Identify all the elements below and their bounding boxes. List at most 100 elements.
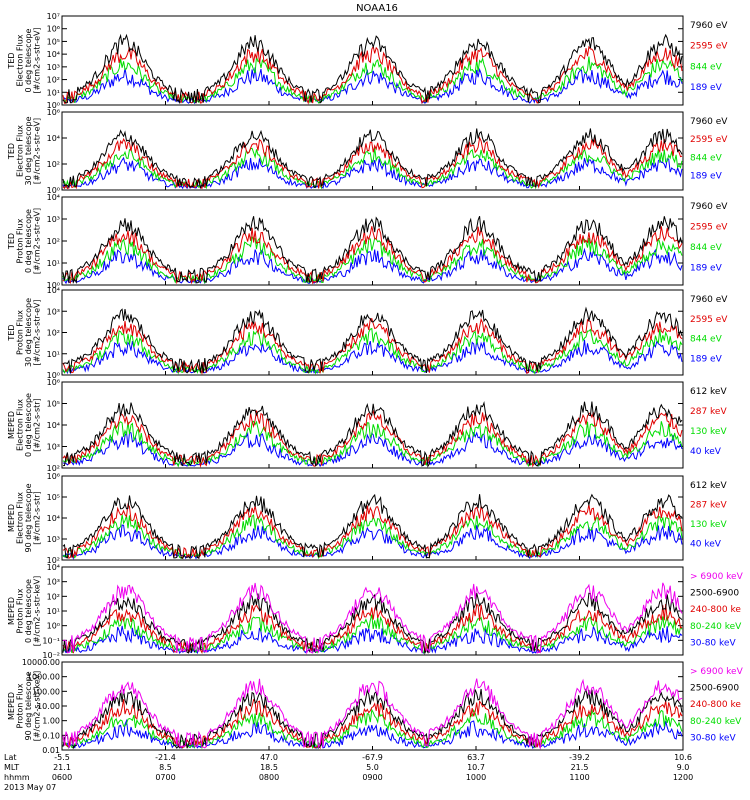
- legend-entry: 844 eV: [690, 243, 723, 253]
- legend-entry: 80-240 keV: [690, 622, 742, 632]
- y-tick-label: 10⁶: [47, 108, 60, 117]
- y-tick-label: 10⁰: [47, 101, 60, 110]
- x-tick-label: 10.6: [674, 753, 692, 762]
- panel-1: 10⁰ 10¹ 10² 10³ 10⁴ 10⁵ 10⁶ 10⁷ TED Electron Flux…: [7, 12, 728, 110]
- series-trace: [62, 431, 683, 468]
- panel-3: 10⁰ 10¹ 10² 10³ 10⁴ TED Proton Flux 0 deg teles…: [7, 193, 728, 290]
- y-axis-label-line: 0 deg telescope: [24, 393, 33, 457]
- y-axis-label-line: [#/cm2-s-str-eV]: [33, 27, 42, 93]
- y-axis-label-line: [#/cm2-s-str-keV]: [33, 671, 42, 742]
- x-tick-label: 63.7: [467, 753, 485, 762]
- series-trace: [62, 614, 683, 654]
- legend-entry: 612 keV: [690, 481, 727, 491]
- y-tick-label: 10⁰: [47, 622, 60, 631]
- series-trace: [62, 147, 683, 190]
- legend-entry: 7960 eV: [690, 202, 728, 212]
- y-axis-label-line: 0 deg telescope: [24, 579, 33, 643]
- legend-entry: 189 eV: [690, 263, 723, 273]
- y-tick-label: 10²: [47, 237, 60, 246]
- date-label: 2013 May 07: [4, 783, 56, 792]
- y-axis-label-line: Proton Flux: [16, 683, 25, 728]
- y-tick-label: 10⁻¹: [42, 636, 60, 645]
- series-trace: [62, 67, 683, 105]
- y-tick-label: 10³: [47, 307, 60, 316]
- y-tick-label: 10²: [47, 76, 60, 85]
- y-tick-label: 10³: [47, 535, 60, 544]
- legend-entry: 287 keV: [690, 407, 727, 417]
- series-trace: [62, 698, 683, 750]
- y-tick-label: 100.00: [32, 687, 60, 696]
- legend-entry: 130 keV: [690, 427, 727, 437]
- y-tick-label: 10⁴: [47, 563, 60, 572]
- x-tick-label: 1000: [466, 773, 486, 782]
- series-trace: [62, 420, 683, 468]
- y-tick-label: 10⁴: [47, 421, 60, 430]
- y-axis-label-line: MEPED: [7, 692, 16, 720]
- y-tick-label: 10³: [47, 578, 60, 587]
- x-tick-label: 8.5: [159, 763, 172, 772]
- y-axis-label-line: [#/cm2-s-str-keV]: [33, 576, 42, 647]
- y-axis-label-line: TED: [7, 143, 16, 160]
- y-tick-label: 10⁰: [47, 281, 60, 290]
- legend-entry: 7960 eV: [690, 21, 728, 31]
- y-tick-label: 10¹: [47, 350, 60, 359]
- y-tick-label: 0.01: [42, 746, 60, 755]
- y-axis-label-line: [#/cm2-s-str-eV]: [33, 118, 42, 184]
- y-axis-label-line: Electron Flux: [16, 399, 25, 451]
- legend-entry: 2500-6900: [690, 684, 739, 694]
- series-trace: [62, 136, 683, 190]
- legend-entry: 844 eV: [690, 335, 723, 345]
- panel-7: 10⁻² 10⁻¹ 10⁰ 10¹ 10² 10³ 10⁴ MEPED Proton Flux 0…: [7, 563, 744, 660]
- y-axis-label-line: MEPED: [7, 504, 16, 532]
- y-tick-label: 10⁻²: [42, 651, 60, 660]
- legend-entry: 2595 eV: [690, 222, 728, 232]
- y-axis-label-line: 30 deg telescope: [24, 116, 33, 185]
- chart-title: NOAA16: [356, 3, 398, 14]
- legend-entry: 240-800 ke: [690, 605, 741, 615]
- x-tick-label: 5.0: [366, 763, 379, 772]
- legend-entry: 30-80 keV: [690, 638, 736, 648]
- y-axis-label-line: 0 deg telescope: [24, 28, 33, 92]
- y-axis-label-line: TED: [7, 324, 16, 341]
- y-tick-label: 10⁴: [47, 134, 60, 143]
- legend-entry: 130 keV: [690, 520, 727, 530]
- panel-5: 10² 10³ 10⁴ 10⁵ 10⁶ MEPED Electron Flux 0 deg t…: [7, 378, 727, 473]
- y-tick-label: 10²: [47, 464, 60, 473]
- legend-entry: 7960 eV: [690, 295, 728, 305]
- x-tick-label: 0600: [52, 773, 72, 782]
- y-tick-label: 10⁴: [47, 286, 60, 295]
- legend-entry: 240-800 ke: [690, 700, 741, 710]
- x-tick-label: 1100: [569, 773, 589, 782]
- y-axis-label-line: [#/cm2-s-str-eV]: [33, 208, 42, 274]
- legend-entry: 844 eV: [690, 153, 723, 163]
- y-tick-label: 10⁵: [47, 400, 60, 409]
- legend-entry: > 6900 keV: [690, 667, 744, 677]
- series-trace: [62, 582, 683, 655]
- series-trace: [62, 524, 683, 560]
- series-trace: [62, 56, 683, 104]
- y-axis-label-line: 30 deg telescope: [24, 298, 33, 367]
- y-tick-label: 10¹: [47, 607, 60, 616]
- y-tick-label: 10⁴: [47, 50, 60, 59]
- legend-entry: 40 keV: [690, 540, 722, 550]
- y-tick-label: 1.00: [42, 717, 60, 726]
- panel-4: 10⁰ 10¹ 10² 10³ 10⁴ TED Proton Flux 30 deg tele…: [7, 286, 728, 380]
- y-axis-label-line: [#/cm2-s-str-eV]: [33, 299, 42, 365]
- series-trace: [62, 33, 683, 105]
- x-row-label: MLT: [4, 763, 19, 772]
- series-trace: [62, 493, 683, 560]
- y-tick-label: 10⁶: [47, 25, 60, 34]
- y-tick-label: 10²: [47, 329, 60, 338]
- legend-entry: 612 keV: [690, 387, 727, 397]
- y-tick-label: 10.00: [37, 702, 60, 711]
- y-axis-label-line: 0 deg telescope: [24, 209, 33, 273]
- y-tick-label: 10⁶: [47, 378, 60, 387]
- y-tick-label: 10000.00: [22, 658, 60, 667]
- series-trace: [62, 156, 683, 190]
- series-trace: [62, 592, 683, 655]
- x-tick-label: 47.0: [260, 753, 278, 762]
- y-axis-label-line: TED: [7, 52, 16, 69]
- x-axis-labels: Lat -5.5 -21.4 47.0 -67.9 63.7 -39.2 10.6 MLT 21.…: [4, 101, 693, 792]
